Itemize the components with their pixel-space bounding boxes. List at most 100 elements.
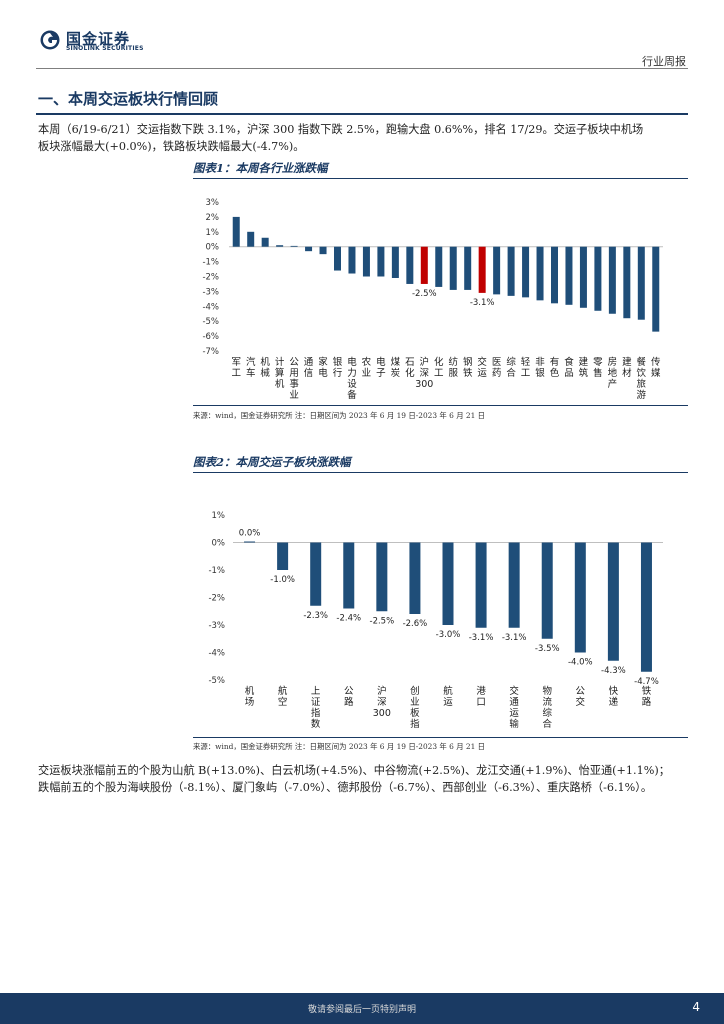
- x-tick-label-公路: 公路: [344, 686, 354, 708]
- x-tick-label-综合: 综合: [506, 356, 516, 379]
- footer-bar: [0, 993, 724, 1024]
- x-tick-label-港口: 港口: [476, 685, 486, 708]
- header-divider: [36, 68, 688, 69]
- data-label-公路: -2.4%: [336, 614, 361, 624]
- bar-军工: [232, 216, 240, 247]
- brand-name-en: SINOLINK SECURITIES: [66, 45, 144, 52]
- summary-paragraph-line-1: 本周（6/19-6/21）交运指数下跌 3.1%，沪深 300 指数下跌 2.5…: [38, 123, 644, 136]
- x-tick-label-石化: 石化: [405, 357, 415, 379]
- bar-电子: [377, 246, 385, 277]
- y-tick-label: -7%: [202, 347, 219, 357]
- x-tick-label-沪深300: 沪深 300: [415, 356, 433, 390]
- x-tick-label-机场: 机场: [245, 685, 255, 708]
- data-label-沪深300: -2.5%: [370, 616, 395, 626]
- industry-returns-chart: 3% 2% 1% 0% -1% -2% -3% -4% -5% -6% -7% 军工汽车机械计算机公用…: [202, 198, 663, 401]
- bar-铁路: [640, 542, 652, 672]
- x-tick-label-餐饮旅游: 餐饮旅游: [637, 356, 647, 401]
- bar-港口: [475, 542, 487, 628]
- x-tick-label-房地产: 房地产: [608, 356, 618, 390]
- x-tick-label-医药: 医药: [492, 357, 502, 379]
- x-tick-label-银行: 银行: [333, 356, 343, 379]
- y-tick-label: -5%: [208, 676, 225, 686]
- x-tick-label-零售: 零售: [593, 357, 603, 379]
- data-label-创业板指: -2.6%: [403, 619, 428, 629]
- x-tick-label-食品: 食品: [564, 356, 574, 379]
- bar-创业板指: [409, 542, 421, 614]
- stock-movers-paragraph-line-1: 交运板块涨幅前五的个股为山航 B(+13.0%)、白云机场(+4.5%)、中谷物…: [38, 764, 670, 777]
- x-tick-label-建筑: 建筑: [579, 356, 589, 379]
- report-type: 行业周报: [642, 55, 686, 68]
- bar-交运: [478, 246, 486, 293]
- x-tick-label-沪深300: 沪深 300: [373, 685, 391, 719]
- bar-计算机: [276, 245, 284, 247]
- bar-沪深300: [376, 542, 388, 612]
- y-tick-label: 1%: [212, 511, 226, 521]
- section-divider: [36, 113, 688, 115]
- data-label-交运: -3.1%: [470, 298, 495, 308]
- bar-航运: [442, 542, 454, 625]
- stock-movers-paragraph-line-2: 跌幅前五的个股为海峡股份（-8.1%）、厦门象屿（-7.0%）、德邦股份（-6.…: [38, 781, 653, 794]
- figure2-title: 图表2：本周交运子板块涨跌幅: [193, 455, 351, 469]
- data-label-快递: -4.3%: [601, 666, 626, 676]
- bar-食品: [565, 246, 573, 305]
- x-tick-label-钢铁: 钢铁: [463, 356, 473, 379]
- x-tick-label-铁路: 铁路: [642, 685, 652, 708]
- y-tick-label: 0%: [206, 243, 220, 253]
- y-tick-label: -5%: [202, 317, 219, 327]
- bar-建筑: [579, 246, 587, 308]
- x-tick-label-航空: 航空: [278, 685, 288, 708]
- figure1-bottom-rule: [193, 405, 688, 406]
- x-tick-label-轻工: 轻工: [521, 356, 531, 379]
- y-tick-label: 1%: [206, 228, 220, 238]
- x-tick-label-非银: 非银: [535, 356, 545, 379]
- bar-餐饮旅游: [637, 246, 645, 320]
- bar-上证指数: [310, 542, 322, 606]
- y-tick-label: -1%: [202, 258, 219, 268]
- bar-综合: [507, 246, 515, 296]
- bar-公交: [574, 542, 586, 653]
- data-label-航运: -3.0%: [436, 630, 461, 640]
- y-tick-label: -3%: [208, 621, 225, 631]
- data-label-机场: 0.0%: [239, 529, 261, 539]
- bar-建材: [623, 246, 631, 319]
- bar-交通运输: [508, 542, 520, 628]
- x-tick-label-通信: 通信: [304, 357, 314, 379]
- y-tick-label: -2%: [202, 273, 219, 283]
- data-label-上证指数: -2.3%: [303, 611, 328, 621]
- x-tick-label-电力设备: 电力设备: [347, 356, 357, 401]
- sinolink-logo-icon: [40, 30, 60, 50]
- bar-航空: [277, 542, 289, 570]
- data-label-沪深300: -2.5%: [412, 289, 437, 299]
- figure1-title: 图表1：本周各行业涨跌幅: [193, 161, 328, 175]
- bar-化工: [435, 246, 443, 287]
- x-tick-label-有色: 有色: [550, 356, 560, 379]
- brand-name-cn: 国金证券: [66, 30, 131, 48]
- bar-零售: [594, 246, 602, 311]
- bar-房地产: [608, 246, 616, 314]
- bar-公路: [343, 542, 355, 609]
- bar-煤炭: [391, 246, 399, 278]
- bar-农业: [362, 246, 370, 277]
- bar-机械: [261, 237, 269, 247]
- summary-paragraph-line-2: 板块涨幅最大(+0.0%)，铁路板块跌幅最大(-4.7%)。: [38, 140, 305, 153]
- bar-通信: [305, 246, 313, 252]
- x-tick-label-汽车: 汽车: [246, 356, 256, 379]
- data-label-港口: -3.1%: [469, 633, 494, 643]
- x-tick-label-纺服: 纺服: [448, 356, 458, 379]
- y-tick-label: -2%: [208, 594, 225, 604]
- bar-快递: [607, 542, 619, 661]
- bar-有色: [551, 246, 558, 304]
- x-tick-label-传媒: 传媒: [651, 356, 661, 379]
- figure2-source: 来源：wind，国金证券研究所 注：日期区间为 2023 年 6 月 19 日-…: [193, 742, 486, 751]
- x-tick-label-农业: 农业: [362, 356, 372, 379]
- figure2-bottom-rule: [193, 737, 688, 738]
- y-tick-label: 0%: [212, 539, 226, 549]
- x-tick-label-电子: 电子: [376, 356, 386, 379]
- bar-纺服: [449, 246, 457, 290]
- x-tick-label-交运: 交运: [477, 356, 487, 379]
- y-tick-label: -4%: [202, 302, 219, 312]
- bar-公用事业: [290, 245, 298, 247]
- bar-家电: [319, 246, 327, 255]
- x-tick-label-公用事业: 公用事业: [289, 357, 299, 401]
- x-tick-label-上证指数: 上证指数: [311, 686, 321, 730]
